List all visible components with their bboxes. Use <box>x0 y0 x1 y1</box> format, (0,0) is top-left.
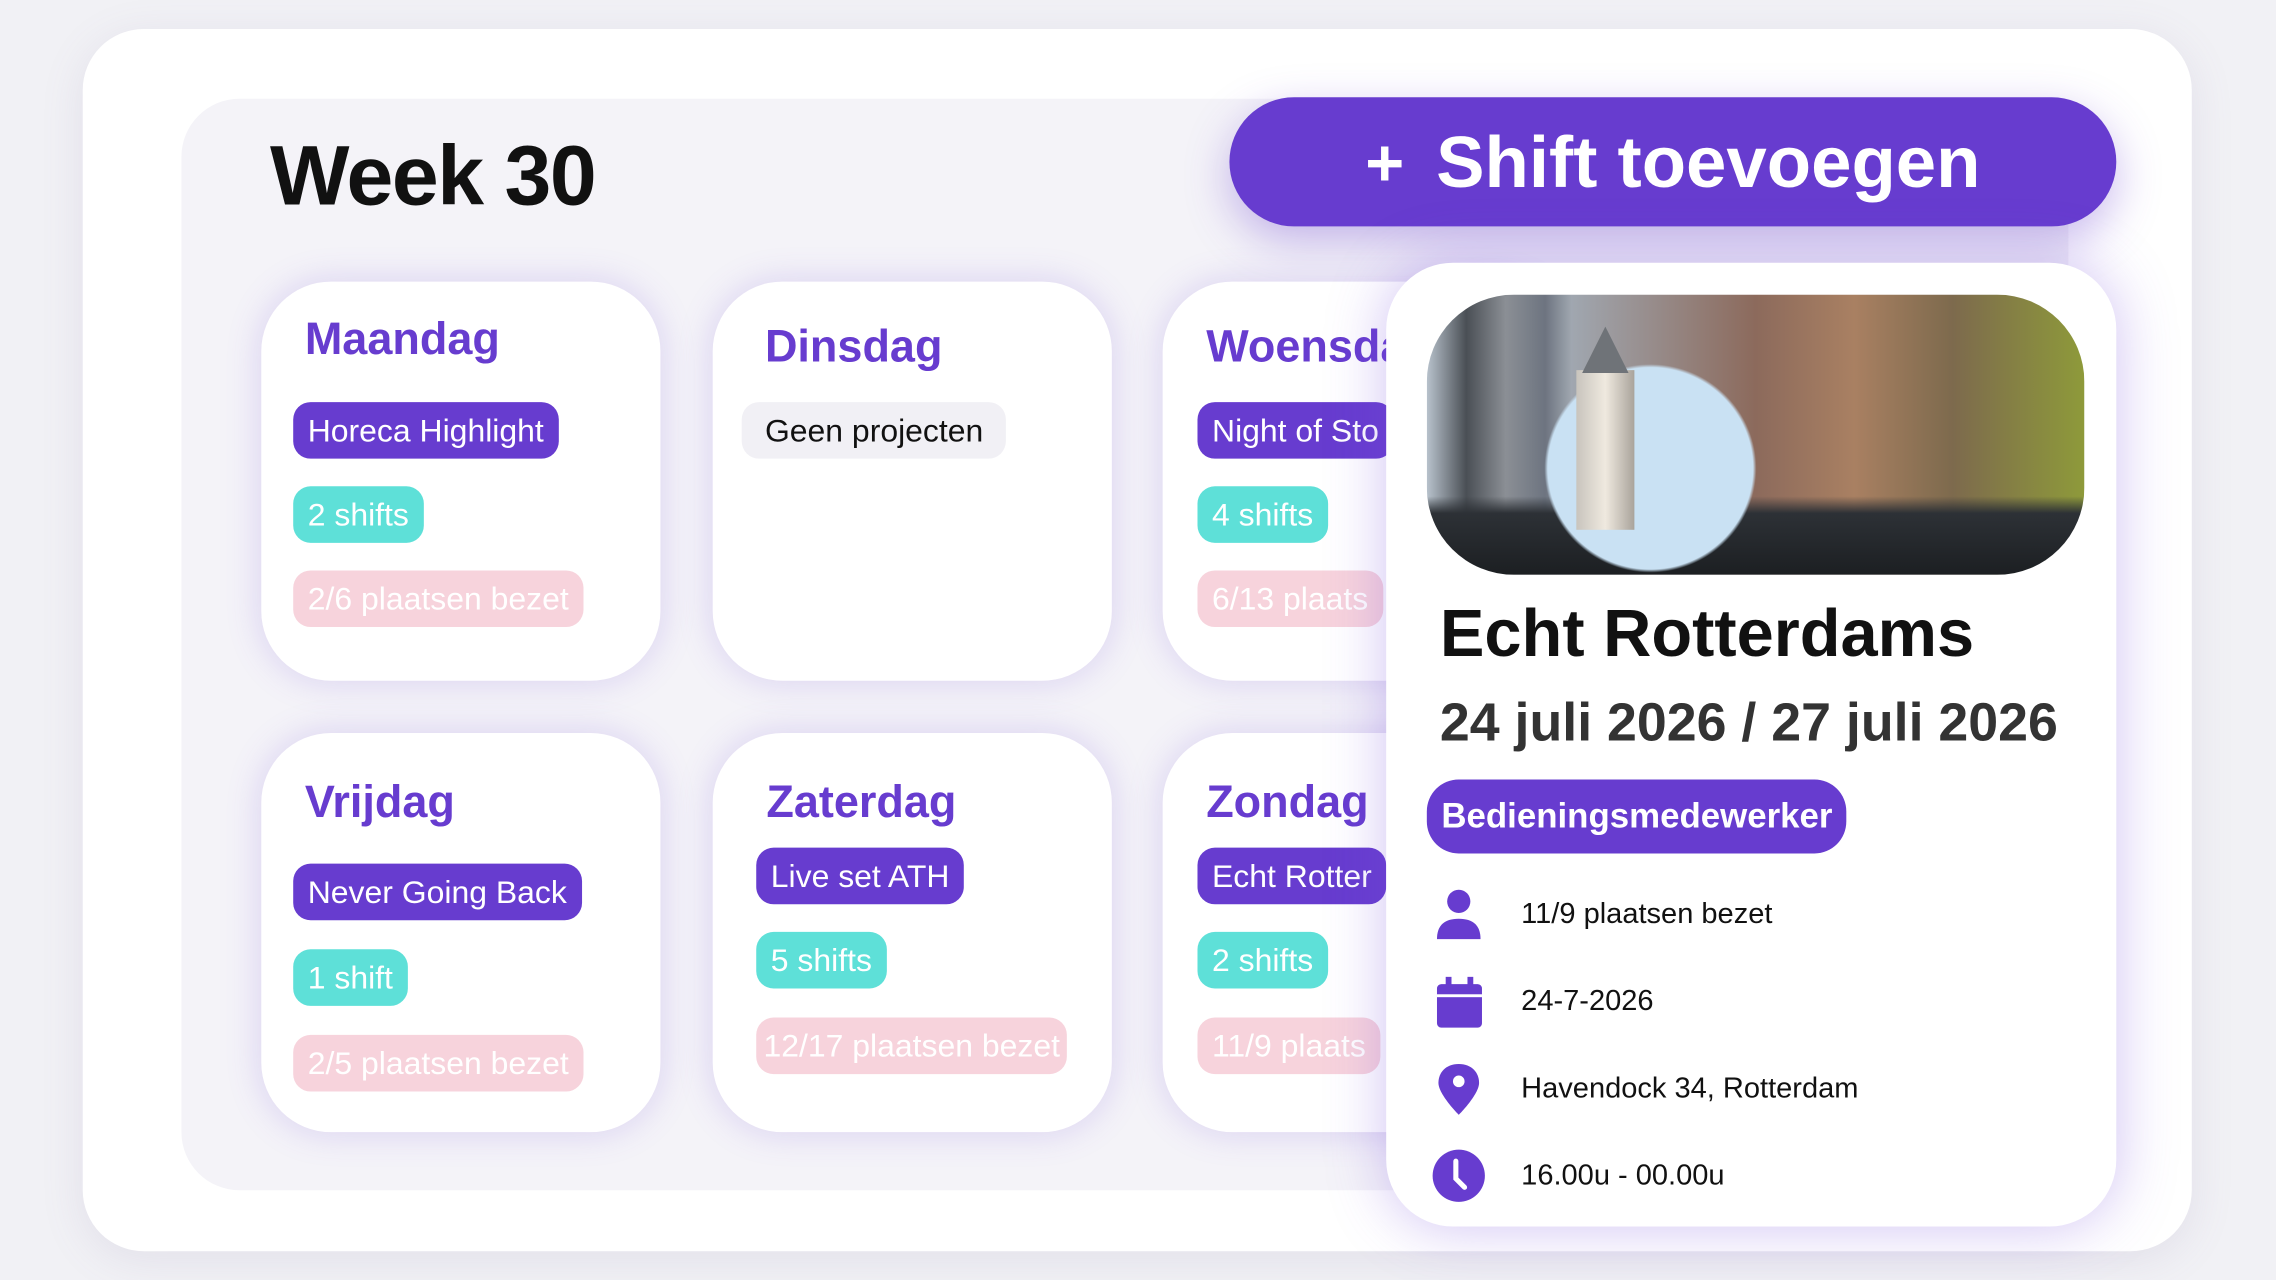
detail-text: 16.00u - 00.00u <box>1521 1159 1725 1191</box>
day-title: Maandag <box>304 313 500 365</box>
day-title: Dinsdag <box>764 320 943 372</box>
project-pill[interactable]: Horeca Highlight <box>293 402 559 459</box>
detail-text: Havendock 34, Rotterdam <box>1521 1071 1859 1104</box>
detail-seats: 11/9 plaatsen bezet <box>1430 885 1773 943</box>
detail-text: 11/9 plaatsen bezet <box>1521 897 1773 930</box>
role-badge: Bedieningsmedewerker <box>1426 779 1847 854</box>
person-icon <box>1436 889 1481 940</box>
seats-pill: 2/5 plaatsen bezet <box>293 1034 584 1092</box>
event-title: Echt Rotterdams <box>1439 595 1975 671</box>
shift-detail-popup: Echt Rotterdams 24 juli 2026 / 27 juli 2… <box>1386 262 2117 1227</box>
page-title: Week 30 <box>269 129 597 224</box>
seats-pill: 12/17 plaatsen bezet <box>756 1017 1068 1075</box>
shifts-pill: 2 shifts <box>293 486 424 543</box>
shifts-pill: 4 shifts <box>1197 486 1328 543</box>
detail-date: 24-7-2026 <box>1430 973 1654 1031</box>
location-pin-icon <box>1438 1063 1480 1115</box>
day-title: Vrijdag <box>304 776 455 828</box>
no-projects-pill: Geen projecten <box>741 402 1007 459</box>
event-photo <box>1426 294 2085 575</box>
detail-location: Havendock 34, Rotterdam <box>1430 1060 1859 1118</box>
event-dates: 24 juli 2026 / 27 juli 2026 <box>1439 692 2058 752</box>
calendar-icon <box>1436 976 1482 1028</box>
detail-time: 16.00u - 00.00u <box>1430 1147 1725 1205</box>
day-card-maandag[interactable]: Maandag Horeca Highlight 2 shifts 2/6 pl… <box>261 281 661 681</box>
day-card-vrijdag[interactable]: Vrijdag Never Going Back 1 shift 2/5 pla… <box>261 733 661 1133</box>
clock-icon <box>1432 1149 1485 1202</box>
seats-pill: 6/13 plaats <box>1197 570 1383 628</box>
project-pill[interactable]: Never Going Back <box>293 863 582 921</box>
shifts-pill: 1 shift <box>293 949 408 1006</box>
plus-icon: + <box>1365 124 1405 200</box>
shifts-pill: 2 shifts <box>1197 931 1328 989</box>
project-pill[interactable]: Night of Sto <box>1197 402 1394 459</box>
day-title: Zaterdag <box>766 776 957 828</box>
day-card-dinsdag[interactable]: Dinsdag Geen projecten <box>712 281 1112 681</box>
shifts-pill: 5 shifts <box>756 931 887 989</box>
project-pill[interactable]: Live set ATH <box>756 847 964 905</box>
seats-pill: 2/6 plaatsen bezet <box>293 570 584 628</box>
add-shift-button[interactable]: + Shift toevoegen <box>1229 97 2117 227</box>
seats-pill: 11/9 plaats <box>1197 1017 1381 1075</box>
add-shift-label: Shift toevoegen <box>1436 121 1981 203</box>
project-pill[interactable]: Echt Rotter <box>1197 847 1387 905</box>
day-title: Zondag <box>1206 776 1369 828</box>
detail-text: 24-7-2026 <box>1521 984 1654 1017</box>
day-card-zaterdag[interactable]: Zaterdag Live set ATH 5 shifts 12/17 pla… <box>712 733 1112 1133</box>
